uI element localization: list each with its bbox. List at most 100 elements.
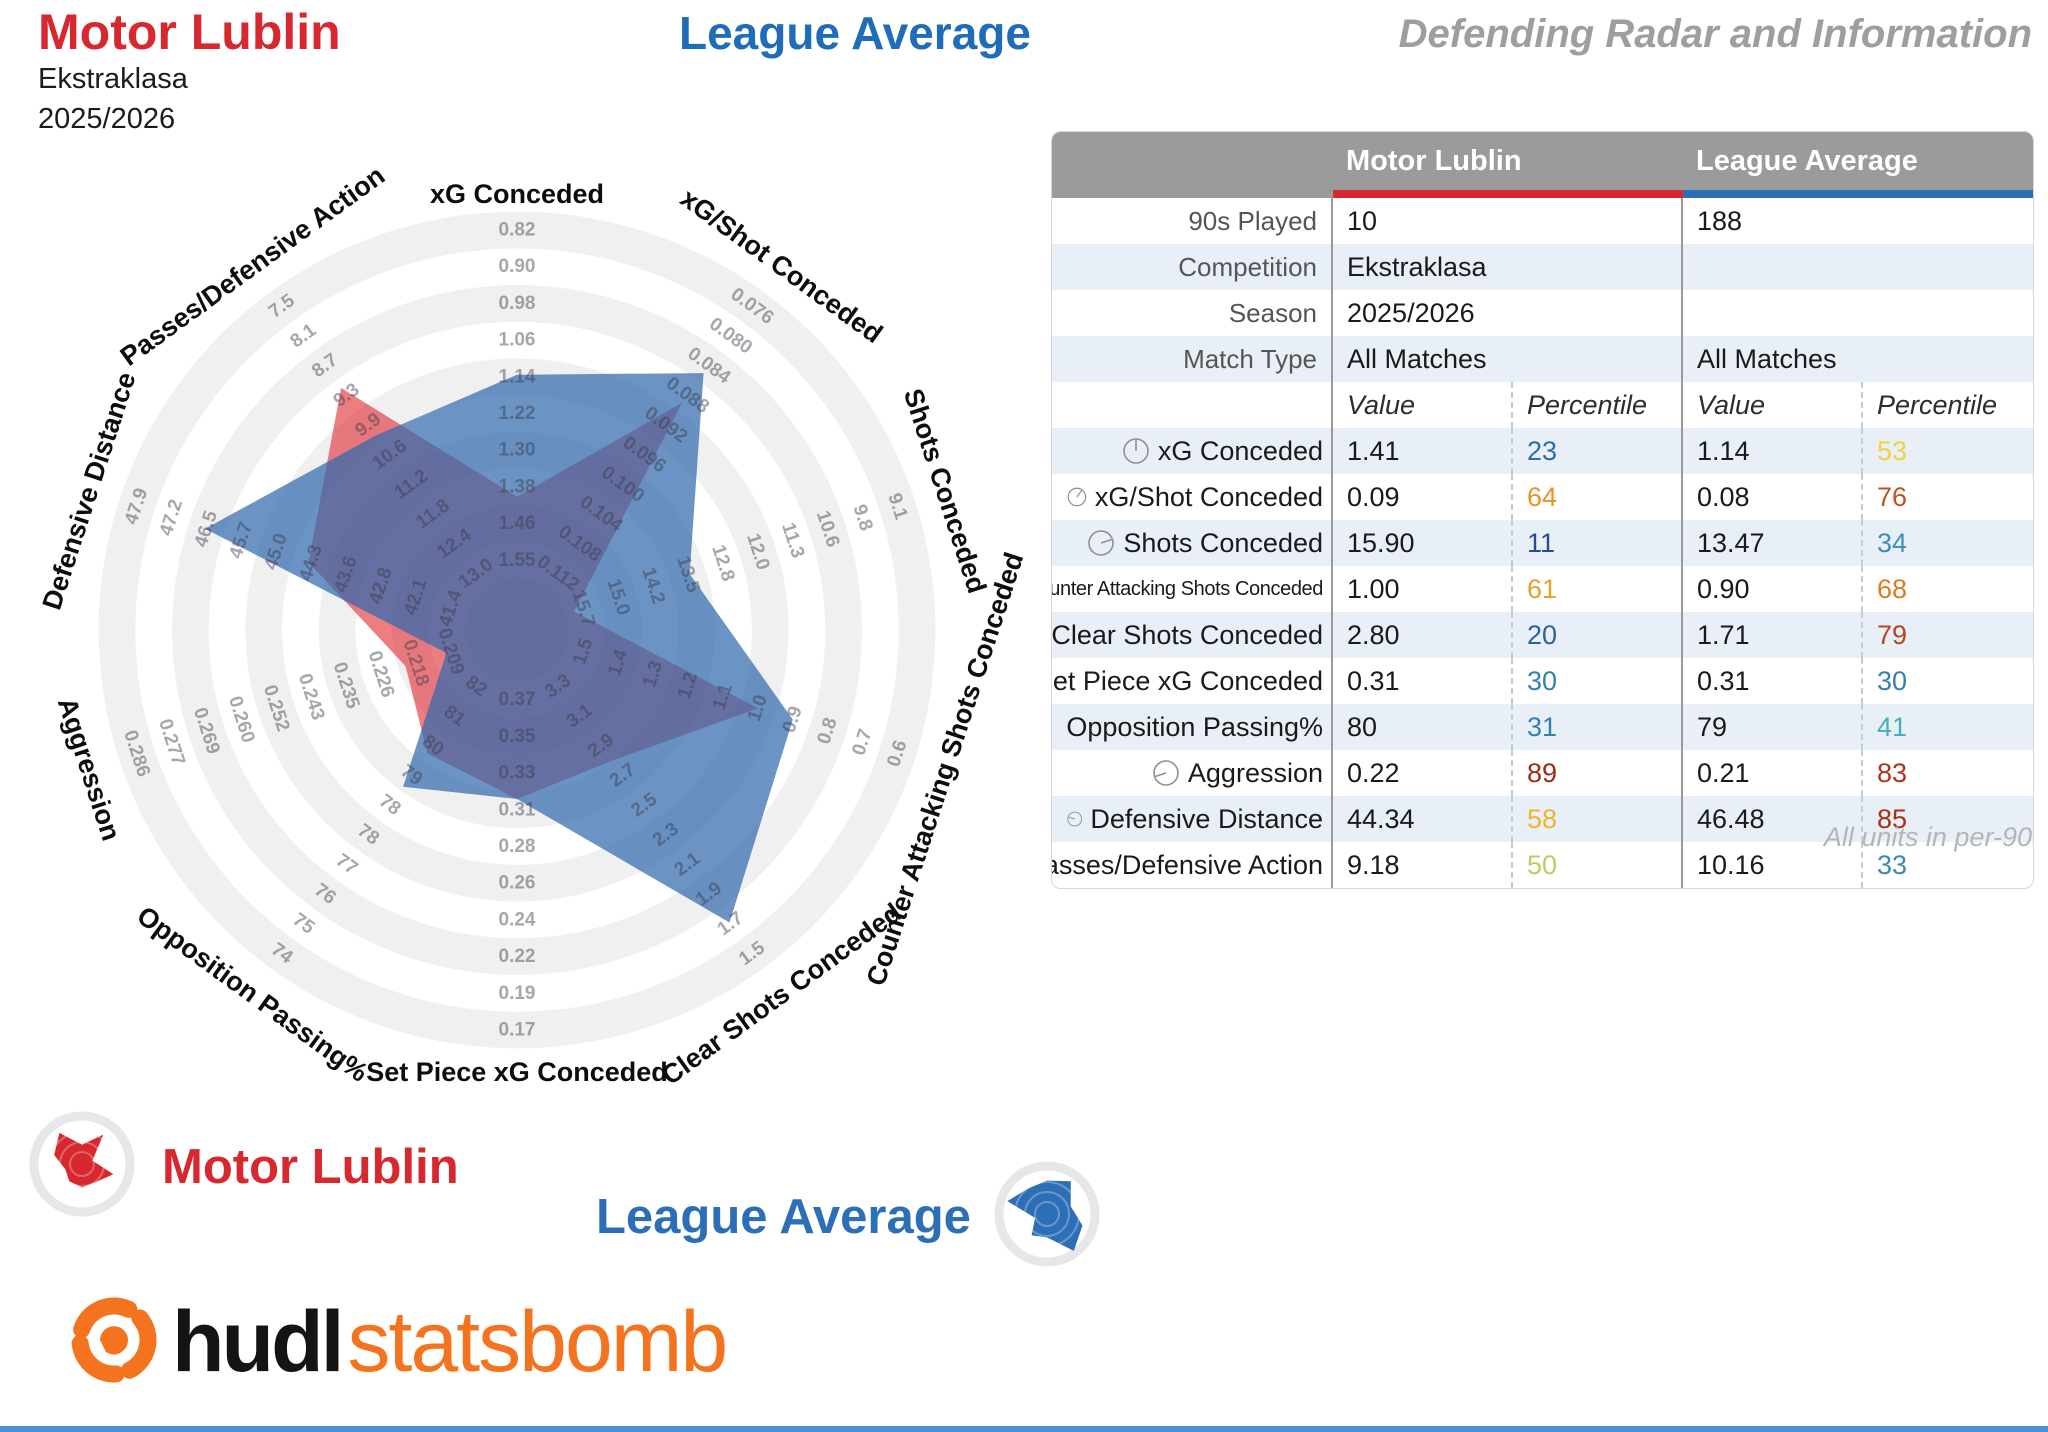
- stat-row: Aggression 0.22 89 0.21 83: [1052, 750, 2033, 796]
- season-label: 2025/2026: [38, 102, 176, 135]
- svg-text:0.37: 0.37: [499, 689, 536, 710]
- stat-row-label: Passes/Defensive Action: [1051, 849, 1323, 880]
- la-season-value: [1680, 290, 2033, 336]
- svg-text:1.55: 1.55: [499, 550, 536, 571]
- svg-text:1.38: 1.38: [499, 476, 536, 497]
- motor-lublin-radar-badge-icon: [26, 1108, 138, 1225]
- svg-text:xG Conceded: xG Conceded: [430, 179, 604, 209]
- svg-text:1.06: 1.06: [499, 330, 536, 351]
- la-value-cell: 46.48: [1681, 796, 1862, 842]
- row-label: Season: [1228, 297, 1317, 328]
- svg-text:0.98: 0.98: [499, 293, 536, 314]
- table-header-empty: [1052, 132, 1332, 198]
- stat-row: Passes/Defensive Action 9.18 50 10.16 33: [1052, 842, 2033, 888]
- table-subheader-row: Value Percentile Value Percentile: [1052, 382, 2033, 428]
- svg-text:0.28: 0.28: [499, 836, 536, 857]
- svg-text:1.22: 1.22: [499, 403, 536, 424]
- stat-row-label: Shots Conceded: [1123, 527, 1323, 558]
- ml-value-cell: 0.31: [1331, 658, 1512, 704]
- stat-row-label-cell: Passes/Defensive Action: [1052, 842, 1332, 888]
- stat-row-label: xG Conceded: [1157, 435, 1323, 466]
- ml-competition-value: Ekstraklasa: [1331, 244, 1682, 290]
- stats-table: Motor Lublin League Average 90s Played 1…: [1051, 131, 2034, 889]
- svg-text:1.46: 1.46: [499, 513, 536, 534]
- ml-value-subheader: Value: [1331, 382, 1512, 428]
- ml-season-value: 2025/2026: [1331, 290, 1682, 336]
- comparison-title: League Average: [679, 7, 1031, 59]
- stat-row-label: xG/Shot Conceded: [1094, 481, 1323, 512]
- defending-radar-chart: 0.82 0.90 0.98 1.06 1.14 1.22 1.30 1.38 1.46 1.55…: [0, 40, 1060, 1190]
- la-percentile-cell: 33: [1860, 842, 2033, 888]
- svg-text:0.35: 0.35: [499, 726, 536, 747]
- table-row-matchtype: Match Type All Matches All Matches: [1052, 336, 2033, 382]
- ml-value-cell: 15.90: [1331, 520, 1512, 566]
- svg-text:0.26: 0.26: [499, 873, 536, 894]
- la-percentile-cell: 41: [1860, 704, 2033, 750]
- la-value-cell: 1.14: [1681, 428, 1862, 474]
- ml-percentile-cell: 30: [1511, 658, 1682, 704]
- brand-hudl-text: hudl: [172, 1294, 344, 1390]
- ml-percentile-cell: 50: [1511, 842, 1682, 888]
- ml-value-cell: 0.09: [1331, 474, 1512, 520]
- la-value-cell: 79: [1681, 704, 1862, 750]
- competition-label: Ekstraklasa: [38, 62, 188, 95]
- ml-value-cell: 80: [1331, 704, 1512, 750]
- svg-text:0.31: 0.31: [499, 799, 536, 820]
- table-row-season: Season 2025/2026: [1052, 290, 2033, 336]
- ml-value-cell: 44.34: [1331, 796, 1512, 842]
- team-header: Motor Lublin Ekstraklasa 2025/2026: [38, 6, 341, 139]
- brand-statsbomb-text: statsbomb: [347, 1294, 729, 1390]
- stat-row-label-cell: xG Conceded: [1052, 428, 1332, 474]
- stat-row: Counter Attacking Shots Conceded 1.00 61 0.…: [1052, 566, 2033, 612]
- svg-text:0.90: 0.90: [499, 256, 536, 277]
- la-value-cell: 1.71: [1681, 612, 1862, 658]
- ml-90s-value: 10: [1331, 194, 1682, 244]
- stat-row: Defensive Distance 44.34 58 46.48 85: [1052, 796, 2033, 842]
- stat-row: Set Piece xG Conceded 0.31 30 0.31 30: [1052, 658, 2033, 704]
- stat-dial-icon: [1067, 487, 1087, 507]
- la-percentile-cell: 68: [1860, 566, 2033, 612]
- stat-row: Clear Shots Conceded 2.80 20 1.71 79: [1052, 612, 2033, 658]
- row-label: 90s Played: [1188, 205, 1317, 236]
- row-label: Match Type: [1183, 343, 1317, 374]
- row-label: Competition: [1178, 251, 1317, 282]
- table-row-90s: 90s Played 10 188: [1052, 194, 2033, 244]
- la-percentile-cell: 76: [1860, 474, 2033, 520]
- ml-matchtype-value: All Matches: [1331, 336, 1682, 382]
- stat-row: Shots Conceded 15.90 11 13.47 34: [1052, 520, 2033, 566]
- la-percentile-subheader: Percentile: [1860, 382, 2033, 428]
- league-average-radar-badge-icon: [991, 1158, 1103, 1275]
- stat-row-label: Opposition Passing%: [1066, 711, 1323, 742]
- stat-row-label: Clear Shots Conceded: [1051, 619, 1323, 650]
- stat-dial-icon: [1153, 760, 1179, 786]
- ml-percentile-cell: 64: [1511, 474, 1682, 520]
- table-header-league: League Average: [1682, 132, 2033, 198]
- svg-text:0.24: 0.24: [499, 909, 536, 930]
- stat-row-label-cell: Opposition Passing%: [1052, 704, 1332, 750]
- stat-dial-icon: [1088, 530, 1115, 556]
- stat-dial-icon: [1067, 811, 1083, 827]
- svg-text:1.30: 1.30: [499, 440, 536, 461]
- legend-league-average-label: League Average: [596, 1189, 971, 1244]
- la-percentile-cell: 83: [1860, 750, 2033, 796]
- svg-text:0.22: 0.22: [499, 946, 536, 967]
- ml-percentile-cell: 20: [1511, 612, 1682, 658]
- svg-text:0.82: 0.82: [499, 220, 536, 241]
- legend-motor-lublin-label: Motor Lublin: [162, 1139, 459, 1194]
- team-title: Motor Lublin: [38, 4, 341, 60]
- la-matchtype-value: All Matches: [1680, 336, 2033, 382]
- svg-text:Set Piece xG Conceded: Set Piece xG Conceded: [366, 1057, 668, 1087]
- la-value-subheader: Value: [1681, 382, 1862, 428]
- ml-value-cell: 1.00: [1331, 566, 1512, 612]
- table-header-row: Motor Lublin League Average: [1052, 132, 2033, 198]
- ml-percentile-cell: 11: [1511, 520, 1682, 566]
- legend-motor-lublin: Motor Lublin: [26, 1108, 459, 1225]
- stat-row: Opposition Passing% 80 31 79 41: [1052, 704, 2033, 750]
- ml-value-cell: 0.22: [1331, 750, 1512, 796]
- ml-percentile-subheader: Percentile: [1511, 382, 1682, 428]
- ml-value-cell: 1.41: [1331, 428, 1512, 474]
- la-90s-value: 188: [1680, 194, 2033, 244]
- stat-row-label-cell: Shots Conceded: [1052, 520, 1332, 566]
- radar-svg: 0.82 0.90 0.98 1.06 1.14 1.22 1.30 1.38 1.46 1.55…: [36, 160, 1029, 1091]
- ml-value-cell: 2.80: [1331, 612, 1512, 658]
